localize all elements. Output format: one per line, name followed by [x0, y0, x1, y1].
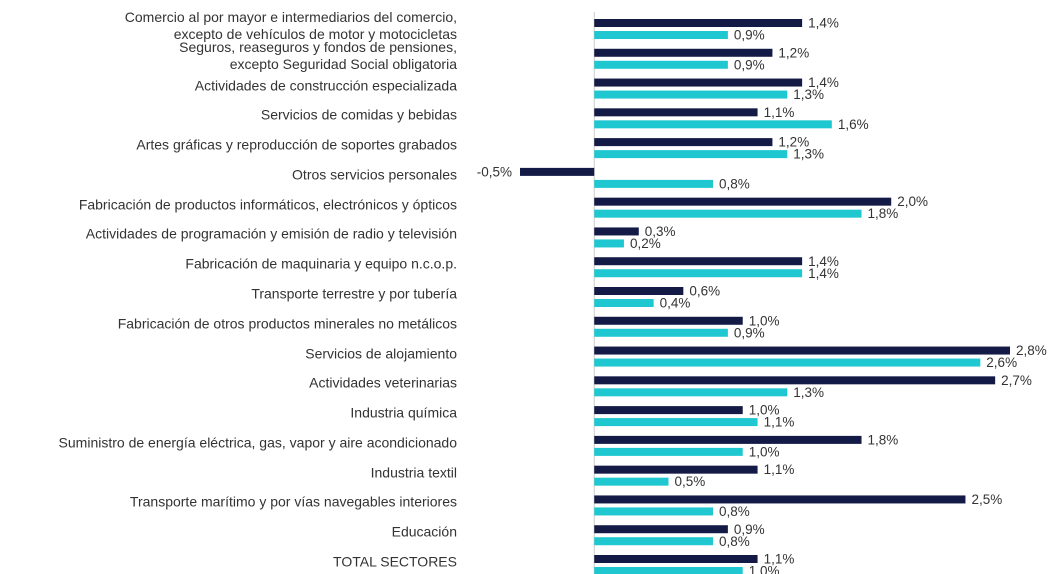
- value-label: 0,4%: [660, 296, 691, 311]
- bar: [594, 418, 758, 427]
- value-label: 1,4%: [808, 254, 839, 269]
- value-label: 1,1%: [764, 462, 795, 477]
- category-label: Servicios de comidas y bebidas: [260, 106, 457, 123]
- bar: [594, 388, 788, 397]
- bar: [594, 60, 728, 69]
- value-label: 0,8%: [719, 504, 750, 519]
- value-label: 1,4%: [808, 75, 839, 90]
- bar: [594, 227, 639, 236]
- category-label: Comercio al por mayor e intermediarios d…: [124, 9, 457, 42]
- category-label: Industria química: [350, 404, 457, 421]
- value-label: 2,0%: [897, 194, 928, 209]
- value-label: 1,0%: [749, 444, 780, 459]
- category-label: Transporte marítimo y por vías navegable…: [129, 493, 457, 510]
- value-label: 1,1%: [764, 552, 795, 567]
- category-label: Fabricación de maquinaria y equipo n.c.o…: [185, 255, 457, 272]
- value-label: 1,8%: [868, 206, 899, 221]
- value-label: 1,1%: [764, 105, 795, 120]
- bar: [594, 197, 892, 206]
- category-label: Actividades de construcción especializad…: [194, 77, 457, 94]
- category-label: TOTAL SECTORES: [333, 553, 457, 570]
- category-label: Artes gráficas y reproducción de soporte…: [136, 136, 457, 153]
- value-label: 1,3%: [793, 87, 824, 102]
- bar: [594, 120, 832, 129]
- bar: [594, 138, 773, 147]
- category-label: Actividades veterinarias: [309, 374, 457, 391]
- bar: [594, 555, 758, 563]
- value-label: 0,2%: [630, 236, 661, 251]
- bar: [594, 209, 862, 218]
- bar: [594, 525, 728, 534]
- bar: [594, 90, 788, 99]
- bar: [594, 48, 773, 57]
- value-label: 1,1%: [764, 415, 795, 430]
- bar: [594, 406, 743, 415]
- bar: [594, 108, 758, 117]
- value-label: 2,8%: [1016, 343, 1047, 358]
- bar: [594, 435, 862, 444]
- bar: [594, 346, 1010, 355]
- bar: [594, 328, 728, 337]
- bar: [594, 239, 624, 248]
- bar: [594, 179, 714, 188]
- value-label: 0,8%: [719, 176, 750, 191]
- value-label: 1,3%: [793, 147, 824, 162]
- bar: [594, 567, 743, 574]
- category-label: Transporte terrestre y por tubería: [251, 285, 457, 302]
- category-label: Fabricación de productos informáticos, e…: [78, 196, 457, 213]
- bar: [594, 358, 981, 367]
- value-label: 2,7%: [1001, 373, 1032, 388]
- value-label: 1,8%: [868, 432, 899, 447]
- value-label: 0,5%: [674, 474, 705, 489]
- value-label: 0,9%: [734, 57, 765, 72]
- category-label: Fabricación de otros productos minerales…: [117, 315, 457, 332]
- value-label: 1,2%: [778, 45, 809, 60]
- bar: [594, 477, 669, 486]
- value-label: 1,4%: [808, 16, 839, 31]
- category-label: Industria textil: [370, 464, 457, 481]
- bar: [594, 495, 966, 504]
- value-label: 0,6%: [689, 284, 720, 299]
- value-label: 1,3%: [793, 385, 824, 400]
- bar: [594, 299, 654, 307]
- category-label: Suministro de energía eléctrica, gas, va…: [58, 434, 457, 451]
- bar: [594, 465, 758, 474]
- category-label: Seguros, reaseguros y fondos de pensione…: [179, 38, 457, 72]
- value-label: 0,8%: [719, 534, 750, 549]
- bar: [594, 507, 714, 516]
- value-label: 0,9%: [734, 325, 765, 340]
- bar: [594, 78, 803, 87]
- bar: [594, 269, 803, 278]
- value-label: 1,0%: [749, 403, 780, 418]
- bar: [594, 316, 743, 325]
- bar: [594, 287, 684, 295]
- category-label: Actividades de programación y emisión de…: [85, 225, 457, 242]
- bar: [594, 376, 996, 385]
- value-label: 1,2%: [778, 135, 809, 150]
- value-label: 1,6%: [838, 117, 869, 132]
- bar: [594, 447, 743, 456]
- bar: [594, 150, 788, 159]
- value-label: 2,5%: [971, 492, 1002, 507]
- value-label: 1,0%: [749, 564, 780, 574]
- bar: [594, 19, 803, 27]
- value-label: 1,4%: [808, 266, 839, 281]
- category-label: Otros servicios personales: [292, 166, 457, 183]
- value-label: 0,3%: [645, 224, 676, 239]
- value-label: 0,9%: [734, 28, 765, 43]
- category-label: Servicios de alojamiento: [305, 345, 457, 362]
- value-label: 2,6%: [986, 355, 1017, 370]
- value-label: -0,5%: [477, 164, 512, 179]
- bar: [520, 167, 595, 176]
- value-label: 0,9%: [734, 522, 765, 537]
- bar: [594, 257, 803, 266]
- bar: [594, 537, 714, 546]
- value-label: 1,0%: [749, 313, 780, 328]
- category-label: Educación: [391, 523, 457, 540]
- bar: [594, 31, 728, 39]
